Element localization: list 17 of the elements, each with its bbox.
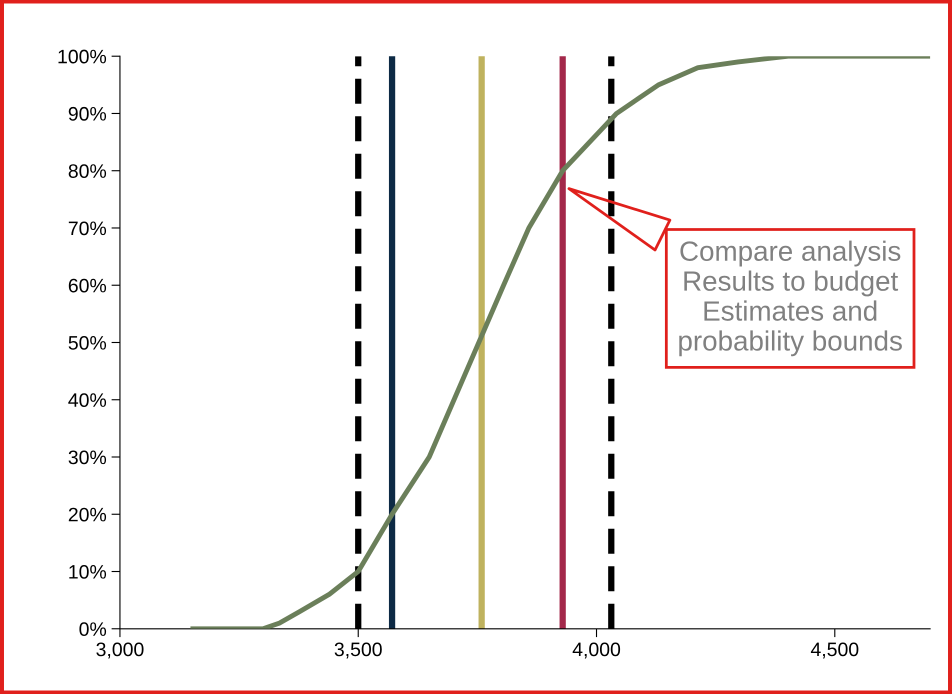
y-tick-label: 60% — [68, 278, 106, 292]
y-tick-label: 10% — [69, 564, 106, 579]
x-tick-label: 4,500 — [810, 642, 858, 659]
x-tick-label: 3,500 — [334, 642, 382, 659]
y-tick-label: 0% — [79, 622, 106, 636]
y-tick-label: 40% — [68, 393, 106, 407]
y-tick-label: 30% — [68, 450, 106, 464]
y-tick-label: 80% — [68, 164, 106, 178]
y-tick-label: 50% — [68, 336, 106, 350]
y-tick-label: 70% — [68, 221, 106, 236]
x-tick-label: 3,000 — [96, 642, 144, 659]
x-tick-label: 4,000 — [572, 642, 620, 659]
annotation: Compare analysis Results to budget Estimates and probability bounds — [679, 240, 902, 356]
y-tick-label: 100% — [58, 50, 106, 64]
line-series — [190, 56, 930, 629]
y-tick-label: 20% — [68, 508, 106, 522]
y-tick-label: 90% — [68, 106, 106, 121]
